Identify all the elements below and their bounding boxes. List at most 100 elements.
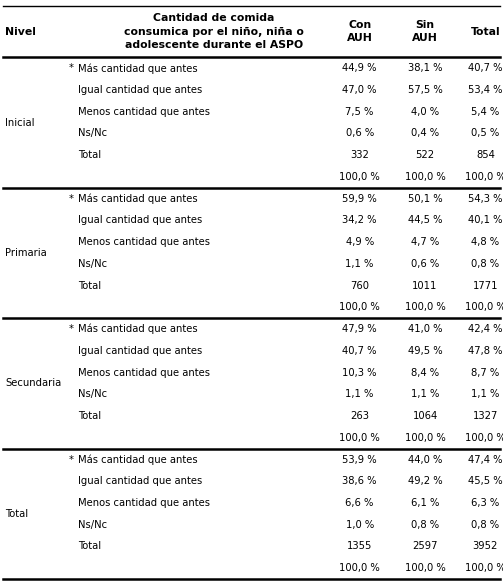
Text: Menos cantidad que antes: Menos cantidad que antes bbox=[78, 107, 210, 117]
Text: 44,5 %: 44,5 % bbox=[408, 215, 442, 225]
Text: Total: Total bbox=[78, 411, 101, 421]
Text: Total: Total bbox=[78, 541, 101, 552]
Text: 100,0 %: 100,0 % bbox=[339, 172, 380, 182]
Text: 0,8 %: 0,8 % bbox=[411, 520, 439, 530]
Text: Menos cantidad que antes: Menos cantidad que antes bbox=[78, 368, 210, 378]
Text: 100,0 %: 100,0 % bbox=[404, 433, 446, 443]
Text: 44,0 %: 44,0 % bbox=[408, 455, 442, 464]
Text: Igual cantidad que antes: Igual cantidad que antes bbox=[78, 346, 202, 356]
Text: 42,4 %: 42,4 % bbox=[468, 324, 502, 334]
Text: Cantidad de comida
consumica por el niño, niña o
adolescente durante el ASPO: Cantidad de comida consumica por el niño… bbox=[124, 13, 304, 50]
Text: 1064: 1064 bbox=[412, 411, 438, 421]
Text: 263: 263 bbox=[350, 411, 369, 421]
Text: 760: 760 bbox=[350, 281, 369, 290]
Text: 100,0 %: 100,0 % bbox=[339, 433, 380, 443]
Text: Igual cantidad que antes: Igual cantidad que antes bbox=[78, 85, 202, 95]
Text: 1,1 %: 1,1 % bbox=[346, 389, 374, 399]
Text: 1011: 1011 bbox=[412, 281, 438, 290]
Text: Primaria: Primaria bbox=[5, 248, 47, 258]
Text: Con
AUH: Con AUH bbox=[347, 20, 373, 43]
Text: 50,1 %: 50,1 % bbox=[408, 194, 442, 204]
Text: 38,6 %: 38,6 % bbox=[343, 476, 377, 487]
Text: *: * bbox=[69, 324, 74, 334]
Text: Secundaria: Secundaria bbox=[5, 378, 61, 388]
Text: 4,7 %: 4,7 % bbox=[411, 237, 439, 247]
Text: 59,9 %: 59,9 % bbox=[342, 194, 377, 204]
Text: 3952: 3952 bbox=[473, 541, 498, 552]
Text: 4,8 %: 4,8 % bbox=[471, 237, 499, 247]
Text: 44,9 %: 44,9 % bbox=[343, 63, 377, 73]
Text: 1,1 %: 1,1 % bbox=[411, 389, 439, 399]
Text: 0,5 %: 0,5 % bbox=[471, 129, 499, 139]
Text: 40,7 %: 40,7 % bbox=[343, 346, 377, 356]
Text: 100,0 %: 100,0 % bbox=[465, 433, 503, 443]
Text: Ns/Nc: Ns/Nc bbox=[78, 259, 107, 269]
Text: 100,0 %: 100,0 % bbox=[404, 303, 446, 313]
Text: 854: 854 bbox=[476, 150, 495, 160]
Text: 45,5 %: 45,5 % bbox=[468, 476, 502, 487]
Text: 1355: 1355 bbox=[347, 541, 372, 552]
Text: 0,6 %: 0,6 % bbox=[346, 129, 374, 139]
Text: 4,9 %: 4,9 % bbox=[346, 237, 374, 247]
Text: *: * bbox=[69, 455, 74, 464]
Text: 38,1 %: 38,1 % bbox=[408, 63, 442, 73]
Text: 100,0 %: 100,0 % bbox=[465, 172, 503, 182]
Text: 49,2 %: 49,2 % bbox=[408, 476, 442, 487]
Text: Total: Total bbox=[5, 509, 28, 519]
Text: 10,3 %: 10,3 % bbox=[343, 368, 377, 378]
Text: Más cantidad que antes: Más cantidad que antes bbox=[78, 455, 198, 465]
Text: 53,9 %: 53,9 % bbox=[343, 455, 377, 464]
Text: 0,6 %: 0,6 % bbox=[411, 259, 439, 269]
Text: 47,9 %: 47,9 % bbox=[343, 324, 377, 334]
Text: Más cantidad que antes: Más cantidad que antes bbox=[78, 324, 198, 335]
Text: 1327: 1327 bbox=[473, 411, 498, 421]
Text: Ns/Nc: Ns/Nc bbox=[78, 520, 107, 530]
Text: 0,8 %: 0,8 % bbox=[471, 520, 499, 530]
Text: Menos cantidad que antes: Menos cantidad que antes bbox=[78, 237, 210, 247]
Text: 47,4 %: 47,4 % bbox=[468, 455, 502, 464]
Text: 100,0 %: 100,0 % bbox=[339, 563, 380, 573]
Text: Igual cantidad que antes: Igual cantidad que antes bbox=[78, 215, 202, 225]
Text: Ns/Nc: Ns/Nc bbox=[78, 389, 107, 399]
Text: 8,7 %: 8,7 % bbox=[471, 368, 499, 378]
Text: 6,1 %: 6,1 % bbox=[411, 498, 439, 508]
Text: 332: 332 bbox=[350, 150, 369, 160]
Text: 2597: 2597 bbox=[412, 541, 438, 552]
Text: 522: 522 bbox=[415, 150, 435, 160]
Text: 47,0 %: 47,0 % bbox=[343, 85, 377, 95]
Text: Menos cantidad que antes: Menos cantidad que antes bbox=[78, 498, 210, 508]
Text: 100,0 %: 100,0 % bbox=[465, 563, 503, 573]
Text: 6,3 %: 6,3 % bbox=[471, 498, 499, 508]
Text: 100,0 %: 100,0 % bbox=[339, 303, 380, 313]
Text: Total: Total bbox=[78, 150, 101, 160]
Text: 53,4 %: 53,4 % bbox=[468, 85, 502, 95]
Text: 100,0 %: 100,0 % bbox=[404, 172, 446, 182]
Text: *: * bbox=[69, 63, 74, 73]
Text: Nivel: Nivel bbox=[5, 27, 36, 37]
Text: Más cantidad que antes: Más cantidad que antes bbox=[78, 193, 198, 204]
Text: Más cantidad que antes: Más cantidad que antes bbox=[78, 63, 198, 73]
Text: 5,4 %: 5,4 % bbox=[471, 107, 499, 117]
Text: 40,1 %: 40,1 % bbox=[468, 215, 502, 225]
Text: 1,1 %: 1,1 % bbox=[346, 259, 374, 269]
Text: 47,8 %: 47,8 % bbox=[468, 346, 502, 356]
Text: 0,8 %: 0,8 % bbox=[471, 259, 499, 269]
Text: 1771: 1771 bbox=[473, 281, 498, 290]
Text: 4,0 %: 4,0 % bbox=[411, 107, 439, 117]
Text: Igual cantidad que antes: Igual cantidad que antes bbox=[78, 476, 202, 487]
Text: 40,7 %: 40,7 % bbox=[468, 63, 502, 73]
Text: Sin
AUH: Sin AUH bbox=[412, 20, 438, 43]
Text: 6,6 %: 6,6 % bbox=[346, 498, 374, 508]
Text: Ns/Nc: Ns/Nc bbox=[78, 129, 107, 139]
Text: 100,0 %: 100,0 % bbox=[465, 303, 503, 313]
Text: 0,4 %: 0,4 % bbox=[411, 129, 439, 139]
Text: 54,3 %: 54,3 % bbox=[468, 194, 502, 204]
Text: 7,5 %: 7,5 % bbox=[346, 107, 374, 117]
Text: Total: Total bbox=[471, 27, 500, 37]
Text: 34,2 %: 34,2 % bbox=[343, 215, 377, 225]
Text: 57,5 %: 57,5 % bbox=[407, 85, 443, 95]
Text: Total: Total bbox=[78, 281, 101, 290]
Text: 1,1 %: 1,1 % bbox=[471, 389, 499, 399]
Text: 8,4 %: 8,4 % bbox=[411, 368, 439, 378]
Text: 1,0 %: 1,0 % bbox=[346, 520, 374, 530]
